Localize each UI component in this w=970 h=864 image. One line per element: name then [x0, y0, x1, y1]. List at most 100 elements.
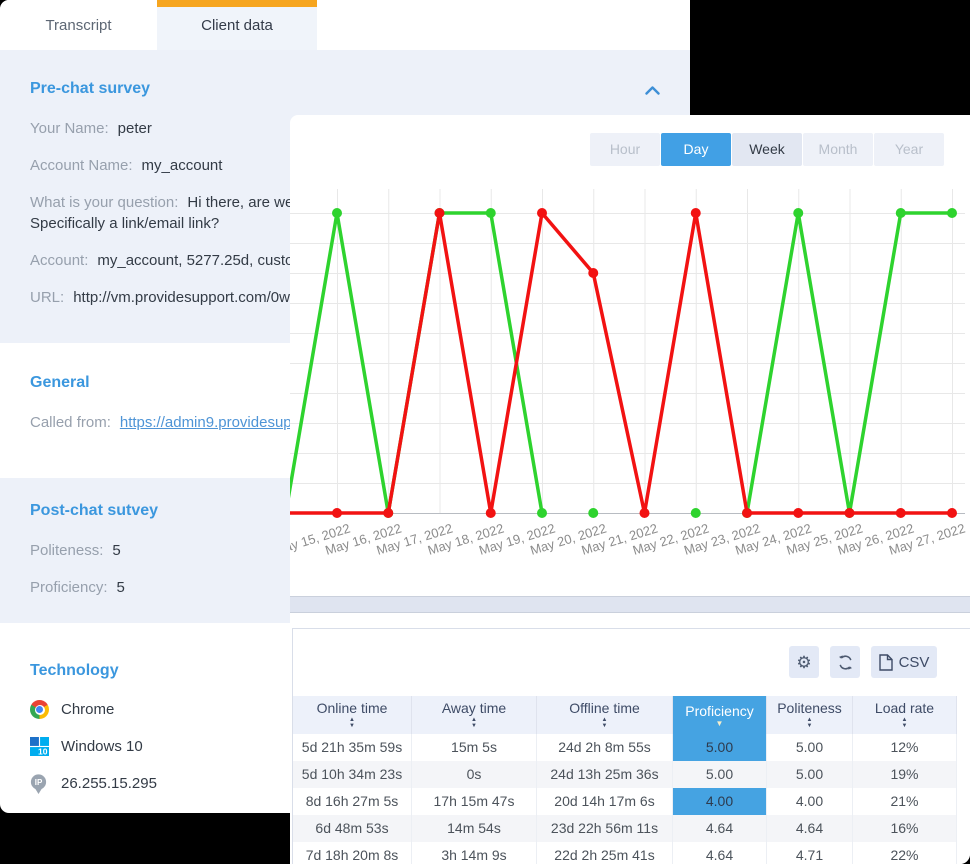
general-title: General	[30, 374, 90, 391]
field-your-name: Your Name: peter	[30, 118, 666, 139]
period-tabs: Hour Day Week Month Year	[590, 133, 944, 166]
table-cell: 19%	[853, 761, 957, 788]
table-row: 5d 21h 35m 59s 15m 5s 24d 2h 8m 55s 5.00 5.0…	[293, 734, 957, 761]
table-cell: 5d 10h 34m 23s	[293, 761, 412, 788]
technology-title: Technology	[30, 662, 119, 679]
table-cell: 5d 21h 35m 59s	[293, 734, 412, 761]
field-label: Account Name:	[30, 157, 133, 174]
settings-button[interactable]: ⚙	[789, 646, 819, 678]
field-politeness: Politeness: 5	[30, 540, 666, 561]
column-header-load-rate[interactable]: Load rate ▲ ▼	[853, 696, 957, 734]
period-tab-day[interactable]: Day	[661, 133, 731, 166]
field-label: Politeness:	[30, 542, 104, 559]
tab-client-data[interactable]: Client data	[157, 0, 317, 50]
sort-desc-icon: ▼	[715, 719, 724, 728]
field-what-is-your-question: What is your question: Hi there, are we	[30, 192, 666, 213]
field-label: Account:	[30, 252, 89, 269]
red-metric-point	[639, 508, 650, 518]
table-cell: 24d 2h 8m 55s	[537, 734, 673, 761]
column-header-politeness[interactable]: Politeness ▲ ▼	[767, 696, 853, 734]
tech-item-label: Chrome	[61, 701, 115, 718]
table-cell: 24d 13h 25m 36s	[537, 761, 673, 788]
table-cell: 20d 14h 17m 6s	[537, 788, 673, 815]
chrome-icon	[30, 700, 49, 719]
table-cell: 22d 2h 25m 41s	[537, 842, 673, 864]
table-cell: 23d 22h 56m 11s	[537, 815, 673, 842]
table-cell: 17h 15m 47s	[412, 788, 537, 815]
analytics-panel: Hour Day Week Month Year May 15, 2022 May 16,…	[290, 115, 970, 864]
table-cell: 4.00	[673, 788, 767, 815]
section-general: General Called from: https://admin9.provi…	[0, 343, 690, 478]
sort-icon: ▲ ▼	[601, 717, 608, 729]
column-header-offline-time[interactable]: Offline time ▲ ▼	[537, 696, 673, 734]
table-cell: 5.00	[673, 734, 767, 761]
field-label: Proficiency:	[30, 579, 108, 596]
sort-icon: ▲ ▼	[349, 717, 355, 729]
field-value: my_account, 5277.25d, custor	[97, 252, 299, 269]
table-cell: 6d 48m 53s	[293, 815, 412, 842]
pre-chat-survey-title: Pre-chat survey	[30, 80, 151, 97]
ip-pin-icon: IP	[30, 774, 49, 794]
green-metric-point	[485, 208, 496, 218]
tech-item-chrome: Chrome	[30, 700, 666, 719]
table-cell: 8d 16h 27m 5s	[293, 788, 412, 815]
green-metric-point	[947, 208, 957, 218]
green-metric-point	[793, 208, 804, 218]
called-from-link[interactable]: https://admin9.providesup	[119, 414, 292, 431]
table-cell: 5.00	[767, 761, 853, 788]
table-cell: 4.64	[767, 815, 853, 842]
panel-divider	[290, 596, 970, 613]
red-metric-point	[742, 508, 752, 518]
export-csv-button[interactable]: CSV	[871, 646, 937, 678]
table-cell: 12%	[853, 734, 957, 761]
column-header-label: Offline time	[569, 700, 640, 716]
field-label: URL:	[30, 289, 65, 306]
table-cell: 4.00	[767, 788, 853, 815]
red-metric-point	[793, 508, 804, 518]
table-toolbar: ⚙ CSV	[789, 646, 937, 678]
sort-icon: ▲ ▼	[471, 717, 477, 729]
post-chat-survey-title: Post-chat sutvey	[30, 502, 159, 519]
period-tab-week[interactable]: Week	[732, 133, 802, 166]
field-proficiency: Proficiency: 5	[30, 577, 666, 598]
red-metric-point	[485, 508, 496, 518]
field-value: Hi there, are we	[187, 194, 294, 211]
windows-icon: 10	[30, 737, 49, 757]
table-row: 7d 18h 20m 8s 3h 14m 9s 22d 2h 25m 41s 4.64…	[293, 842, 957, 864]
red-metric-point	[383, 508, 394, 518]
field-label: Called from:	[30, 414, 111, 431]
period-tab-year[interactable]: Year	[874, 133, 944, 166]
field-url: URL: http://vm.providesupport.com/0w	[30, 287, 666, 308]
field-value: 5	[112, 542, 121, 559]
tab-transcript[interactable]: Transcript	[0, 0, 157, 50]
column-header-proficiency[interactable]: Proficiency ▼	[673, 696, 767, 734]
table-cell: 5.00	[673, 761, 767, 788]
tab-label: Transcript	[45, 16, 112, 34]
column-header-online-time[interactable]: Online time ▲ ▼	[293, 696, 412, 734]
table-row: 8d 16h 27m 5s 17h 15m 47s 20d 14h 17m 6s 4.…	[293, 788, 957, 815]
green-metric-point	[588, 508, 599, 518]
csv-label: CSV	[898, 653, 930, 671]
field-account: Account: my_account, 5277.25d, custor	[30, 250, 666, 271]
table-cell: 15m 5s	[412, 734, 537, 761]
table-cell: 4.64	[673, 815, 767, 842]
field-called-from: Called from: https://admin9.providesup	[30, 412, 666, 433]
red-metric-line	[290, 211, 954, 515]
column-header-label: Online time	[316, 700, 388, 716]
svg-text:IP: IP	[35, 778, 43, 787]
collapse-chevron-up-icon[interactable]	[645, 82, 660, 100]
svg-text:10: 10	[38, 747, 48, 756]
field-value: peter	[117, 120, 152, 137]
field-label: Your Name:	[30, 120, 109, 137]
table-cell: 21%	[853, 788, 957, 815]
green-metric-point	[332, 208, 342, 218]
period-tab-month[interactable]: Month	[803, 133, 873, 166]
period-tab-hour[interactable]: Hour	[590, 133, 660, 166]
green-metric-point	[690, 508, 701, 518]
refresh-button[interactable]	[830, 646, 860, 678]
gear-icon: ⚙	[796, 652, 812, 672]
tech-item-windows-10: 10 Windows 10	[30, 737, 666, 757]
red-metric-point	[537, 208, 547, 218]
column-header-away-time[interactable]: Away time ▲ ▼	[412, 696, 537, 734]
